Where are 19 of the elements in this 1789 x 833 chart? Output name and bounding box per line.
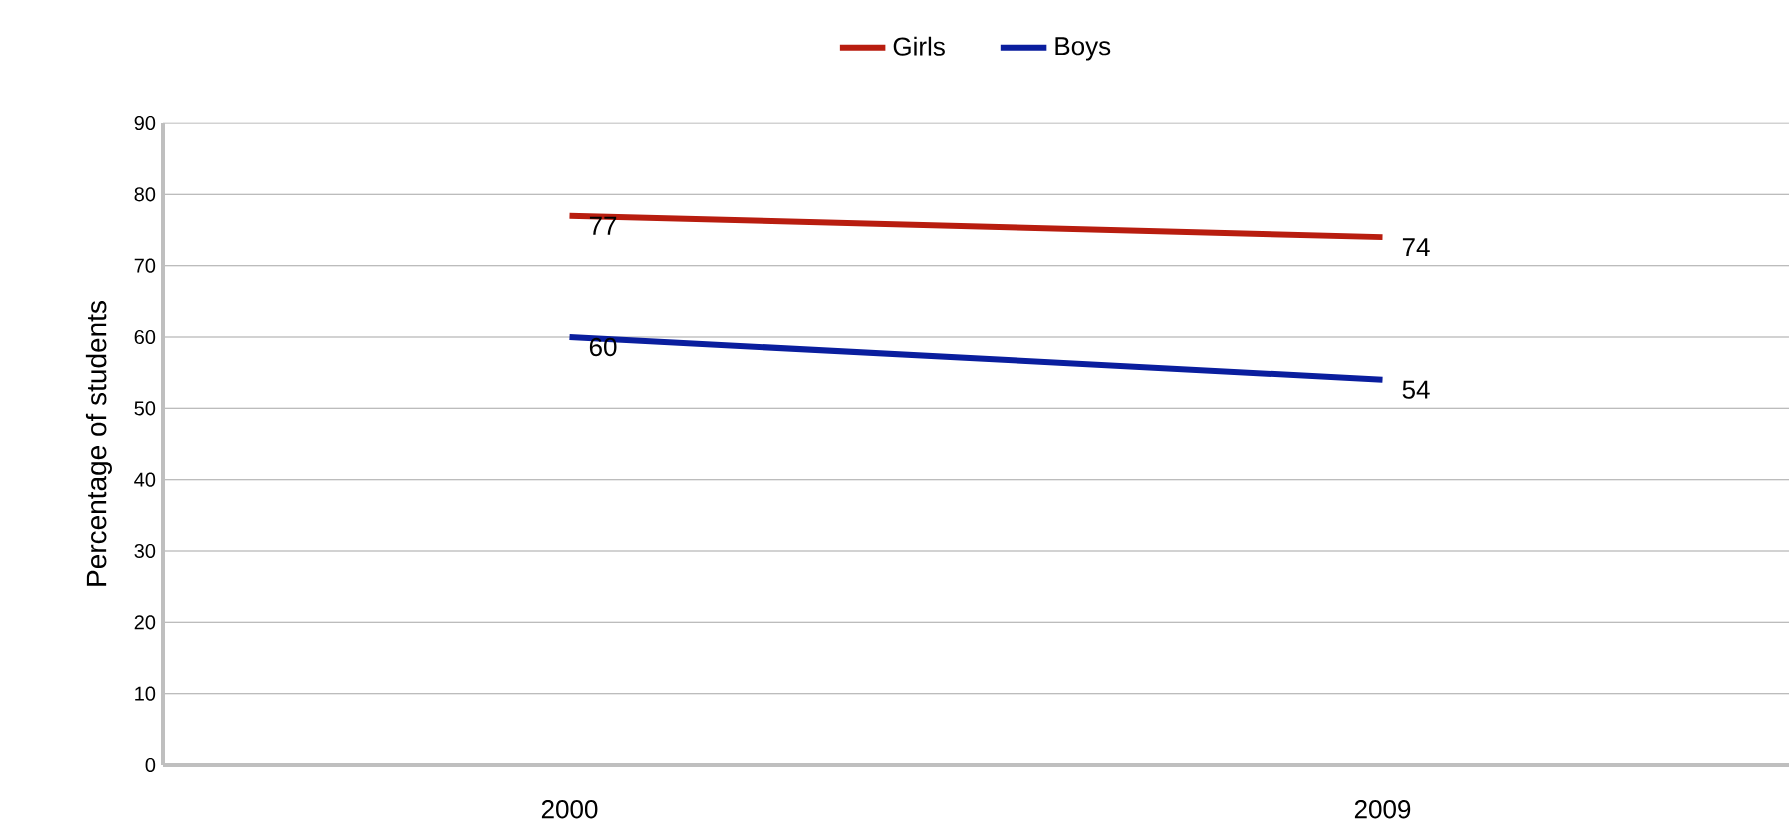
data-label: 60 — [589, 337, 617, 357]
y-tick-label: 30 — [134, 543, 156, 559]
y-tick-label: 60 — [134, 329, 156, 345]
data-label: 54 — [1402, 380, 1430, 399]
y-tick-label: 0 — [145, 757, 156, 773]
data-label: 77 — [589, 216, 617, 235]
y-tick-label: 50 — [134, 401, 156, 416]
y-axis-title: Percentage of students — [85, 301, 112, 586]
data-label: 74 — [1402, 238, 1430, 257]
legend-label: Boys — [1055, 37, 1111, 61]
y-tick-label: 70 — [134, 258, 156, 273]
x-tick-label: 2009 — [1354, 800, 1411, 819]
x-tick-label: 2000 — [541, 800, 598, 819]
y-tick-label: 80 — [134, 187, 156, 202]
y-tick-label: 90 — [134, 115, 156, 131]
legend-label: Girls — [893, 36, 945, 56]
y-tick-label: 20 — [134, 615, 156, 630]
y-tick-label: 10 — [135, 686, 156, 701]
y-tick-label: 40 — [134, 472, 156, 487]
